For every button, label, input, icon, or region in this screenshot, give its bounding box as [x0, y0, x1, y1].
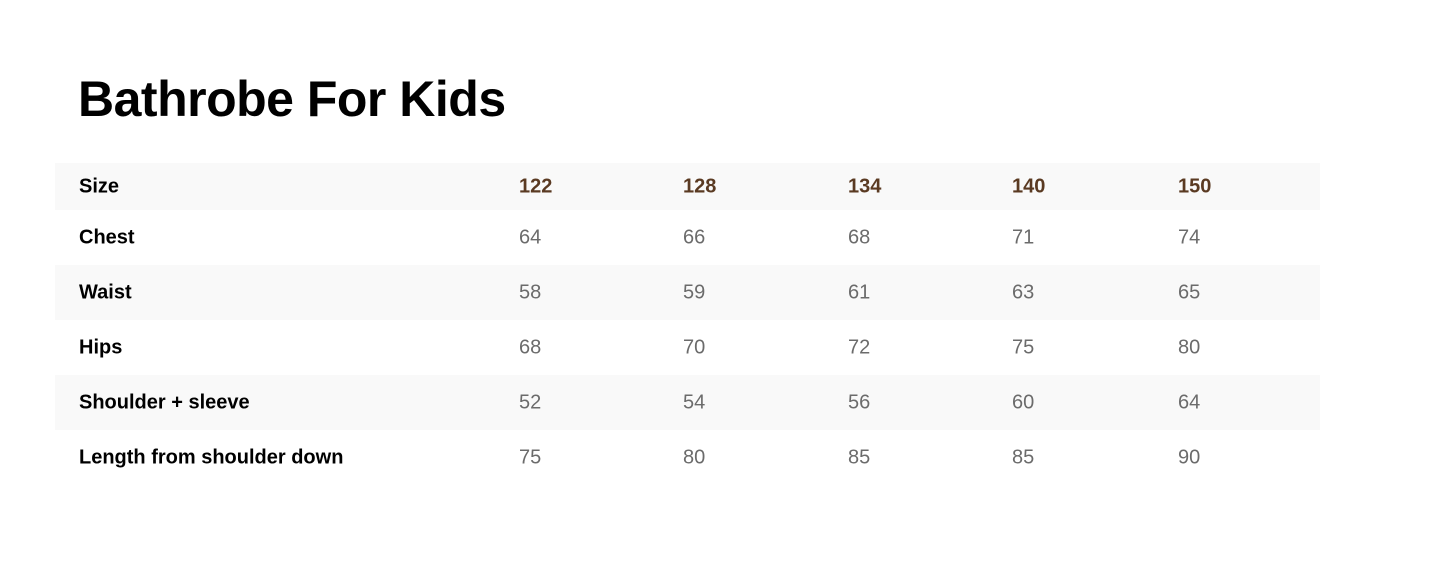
measurement-cell: 63 [1012, 281, 1035, 303]
measurement-cell: 58 [519, 281, 542, 303]
row-label: Hips [79, 336, 123, 358]
page-title: Bathrobe For Kids [78, 71, 506, 127]
measurement-cell: 75 [1012, 336, 1035, 358]
table-row: Chest 64 66 68 71 74 [55, 210, 1320, 265]
row-label: Waist [79, 281, 132, 303]
row-label: Shoulder + sleeve [79, 391, 250, 413]
measurement-cell: 80 [683, 446, 706, 468]
size-header: 140 [1012, 175, 1046, 197]
size-header: 122 [519, 175, 553, 197]
measurement-cell: 75 [519, 446, 542, 468]
measurement-cell: 56 [848, 391, 871, 413]
measurement-cell: 68 [519, 336, 542, 358]
table-header-row: Size 122 128 134 140 150 [55, 163, 1320, 210]
measurement-cell: 74 [1178, 226, 1201, 248]
measurement-cell: 72 [848, 336, 871, 358]
table-row: Length from shoulder down 75 80 85 85 90 [55, 430, 1320, 485]
measurement-cell: 80 [1178, 336, 1201, 358]
measurement-cell: 64 [1178, 391, 1201, 413]
measurement-cell: 85 [1012, 446, 1035, 468]
measurement-cell: 60 [1012, 391, 1035, 413]
measurement-cell: 71 [1012, 226, 1035, 248]
measurement-cell: 70 [683, 336, 706, 358]
measurement-cell: 54 [683, 391, 706, 413]
measurement-cell: 68 [848, 226, 871, 248]
measurement-cell: 64 [519, 226, 542, 248]
table-row: Hips 68 70 72 75 80 [55, 320, 1320, 375]
measurement-cell: 59 [683, 281, 706, 303]
row-label: Chest [79, 226, 135, 248]
measurement-cell: 85 [848, 446, 871, 468]
header-label: Size [79, 175, 120, 197]
table-row: Waist 58 59 61 63 65 [55, 265, 1320, 320]
table-row: Shoulder + sleeve 52 54 56 60 64 [55, 375, 1320, 430]
size-table: Size 122 128 134 140 150 Chest 64 66 68 71 74… [55, 163, 1320, 485]
size-header: 128 [683, 175, 717, 197]
size-header: 150 [1178, 175, 1212, 197]
measurement-cell: 90 [1178, 446, 1201, 468]
measurement-cell: 66 [683, 226, 706, 248]
measurement-cell: 65 [1178, 281, 1201, 303]
size-header: 134 [848, 175, 882, 197]
row-label: Length from shoulder down [79, 446, 344, 468]
measurement-cell: 52 [519, 391, 542, 413]
measurement-cell: 61 [848, 281, 871, 303]
